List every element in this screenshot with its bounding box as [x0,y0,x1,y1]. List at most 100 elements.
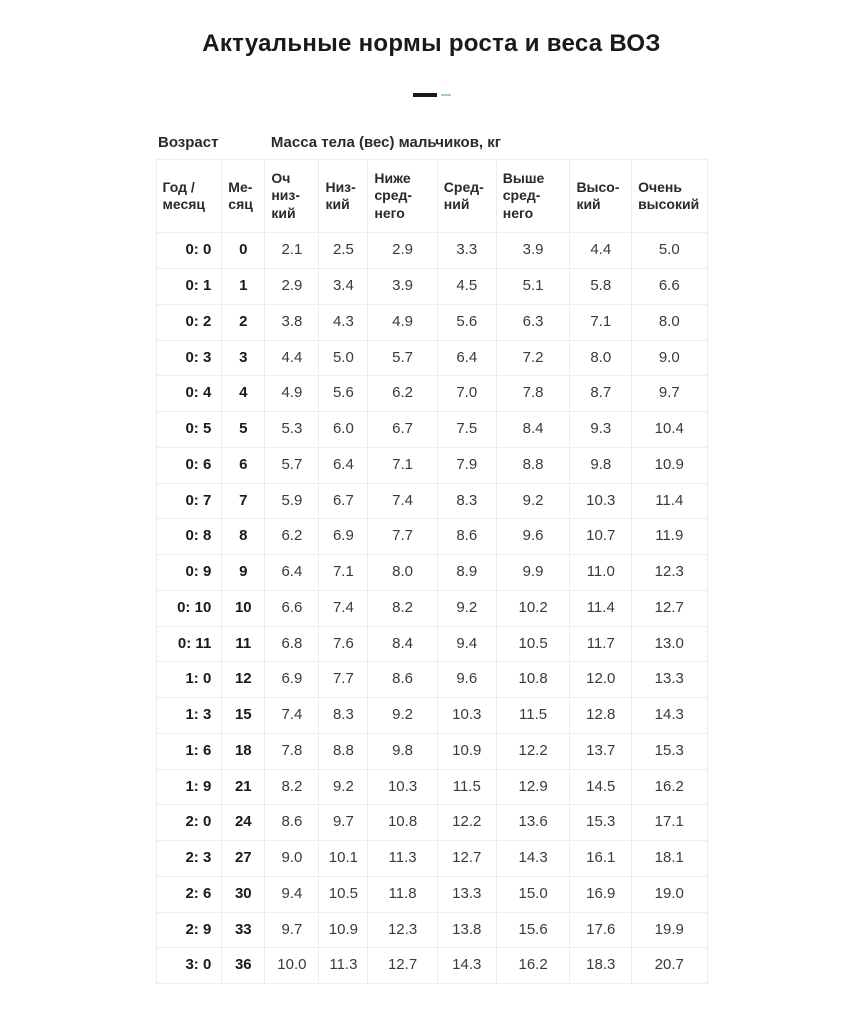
cell-age: 0: 2 [156,304,222,340]
cell-value: 12.9 [496,769,570,805]
table-row: 0: 334.45.05.76.47.28.09.0 [156,340,707,376]
divider-dot-icon [441,94,451,96]
cell-value: 5.0 [632,233,707,269]
table-row: 0: 002.12.52.93.33.94.45.0 [156,233,707,269]
cell-value: 10.5 [319,876,368,912]
cell-value: 11.7 [570,626,632,662]
cell-value: 17.1 [632,805,707,841]
cell-value: 13.3 [632,662,707,698]
cell-value: 7.4 [319,590,368,626]
cell-value: 18.1 [632,841,707,877]
cell-value: 6.6 [265,590,319,626]
cell-month: 30 [222,876,265,912]
cell-month: 0 [222,233,265,269]
cell-month: 3 [222,340,265,376]
cell-value: 8.6 [437,519,496,555]
cell-age: 2: 9 [156,912,222,948]
table-row: 2: 6309.410.511.813.315.016.919.0 [156,876,707,912]
cell-value: 10.2 [496,590,570,626]
cell-age: 0: 9 [156,555,222,591]
cell-value: 6.7 [319,483,368,519]
cell-age: 2: 6 [156,876,222,912]
cell-value: 12.2 [437,805,496,841]
cell-month: 21 [222,769,265,805]
cell-value: 4.4 [570,233,632,269]
cell-value: 10.9 [437,733,496,769]
cell-month: 15 [222,698,265,734]
col-month: Ме­сяц [222,159,265,233]
cell-value: 9.0 [632,340,707,376]
cell-value: 5.1 [496,269,570,305]
cell-value: 10.1 [319,841,368,877]
cell-month: 24 [222,805,265,841]
cell-value: 7.9 [437,447,496,483]
cell-value: 7.4 [368,483,437,519]
cell-value: 9.8 [368,733,437,769]
cell-value: 6.9 [319,519,368,555]
cell-value: 9.4 [265,876,319,912]
divider-dash-icon [413,93,437,97]
cell-value: 6.4 [319,447,368,483]
page-title: Актуальные нормы роста и веса ВОЗ [156,30,708,58]
cell-value: 8.0 [368,555,437,591]
cell-value: 10.0 [265,948,319,984]
cell-value: 12.7 [632,590,707,626]
cell-value: 8.0 [570,340,632,376]
cell-month: 7 [222,483,265,519]
cell-age: 3: 0 [156,948,222,984]
table-row: 0: 444.95.66.27.07.88.79.7 [156,376,707,412]
cell-value: 8.8 [496,447,570,483]
cell-value: 9.6 [496,519,570,555]
header-mass: Масса тела (вес) мальчиков, кг [265,126,707,159]
cell-value: 8.3 [319,698,368,734]
cell-value: 15.0 [496,876,570,912]
cell-value: 8.8 [319,733,368,769]
cell-value: 5.6 [437,304,496,340]
cell-value: 10.9 [632,447,707,483]
cell-value: 10.8 [368,805,437,841]
cell-value: 7.2 [496,340,570,376]
cell-month: 4 [222,376,265,412]
table-row: 0: 555.36.06.77.58.49.310.4 [156,412,707,448]
cell-value: 8.6 [368,662,437,698]
cell-value: 8.2 [368,590,437,626]
cell-value: 19.9 [632,912,707,948]
cell-value: 10.9 [319,912,368,948]
cell-value: 5.7 [265,447,319,483]
cell-value: 6.4 [265,555,319,591]
cell-month: 6 [222,447,265,483]
cell-value: 13.3 [437,876,496,912]
cell-age: 2: 3 [156,841,222,877]
cell-value: 9.9 [496,555,570,591]
cell-age: 1: 9 [156,769,222,805]
cell-value: 13.7 [570,733,632,769]
cell-value: 10.3 [368,769,437,805]
cell-value: 9.4 [437,626,496,662]
cell-value: 11.5 [496,698,570,734]
cell-value: 2.9 [265,269,319,305]
cell-month: 8 [222,519,265,555]
cell-value: 7.1 [570,304,632,340]
cell-value: 13.6 [496,805,570,841]
cell-value: 12.7 [437,841,496,877]
col-below-avg: Ниже сред­него [368,159,437,233]
table-row: 1: 3157.48.39.210.311.512.814.3 [156,698,707,734]
cell-age: 0: 3 [156,340,222,376]
cell-value: 8.3 [437,483,496,519]
cell-value: 8.7 [570,376,632,412]
cell-value: 12.0 [570,662,632,698]
cell-value: 18.3 [570,948,632,984]
cell-value: 4.9 [265,376,319,412]
table-row: 2: 3279.010.111.312.714.316.118.1 [156,841,707,877]
cell-value: 11.3 [368,841,437,877]
cell-value: 11.0 [570,555,632,591]
cell-value: 7.6 [319,626,368,662]
col-avg: Сред­ний [437,159,496,233]
cell-value: 8.9 [437,555,496,591]
cell-age: 0: 5 [156,412,222,448]
cell-age: 2: 0 [156,805,222,841]
cell-value: 6.4 [437,340,496,376]
table-row: 2: 0248.69.710.812.213.615.317.1 [156,805,707,841]
cell-month: 11 [222,626,265,662]
cell-value: 12.2 [496,733,570,769]
